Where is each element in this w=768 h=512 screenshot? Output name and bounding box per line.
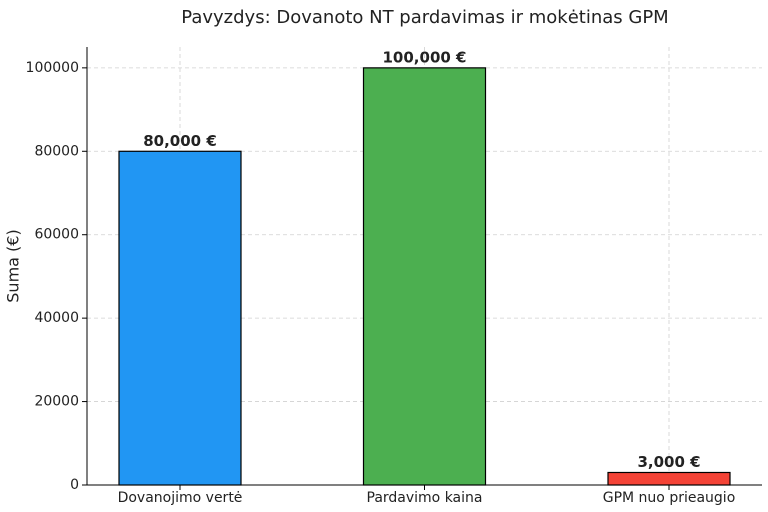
x-tick-label: Pardavimo kaina [367, 490, 483, 506]
y-tick-label: 20000 [34, 394, 79, 410]
value-label: 3,000 € [637, 453, 700, 471]
y-tick-label: 0 [70, 477, 79, 493]
y-tick-label: 60000 [34, 227, 79, 243]
bar [607, 471, 731, 486]
y-tick-label: 100000 [26, 60, 79, 76]
bar [362, 67, 487, 486]
y-tick-label: 40000 [34, 310, 79, 326]
y-tick-label: 80000 [34, 143, 79, 159]
value-label: 100,000 € [383, 48, 467, 66]
bar [118, 150, 242, 486]
value-label: 80,000 € [143, 132, 217, 150]
x-tick-label: Dovanojimo vertė [118, 490, 243, 506]
y-axis-label: Suma (€) [4, 229, 23, 302]
x-tick-label: GPM nuo prieaugio [603, 490, 736, 506]
chart-title: Pavyzdys: Dovanoto NT pardavimas ir mokė… [181, 7, 668, 28]
